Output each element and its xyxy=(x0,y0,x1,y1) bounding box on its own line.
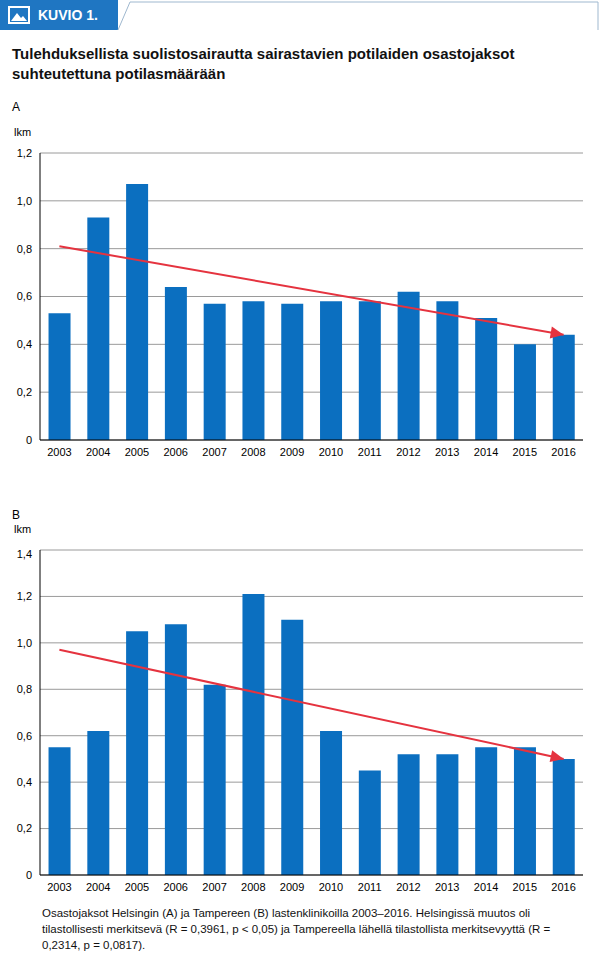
html-text:Osastojaksot Helsingin (A) ja: Osastojaksot Helsingin (A) ja Tampereen … xyxy=(42,907,551,951)
svg-text:1,4: 1,4 xyxy=(17,548,32,560)
svg-text:2003: 2003 xyxy=(47,446,71,458)
svg-text:2008: 2008 xyxy=(241,446,265,458)
svg-text:2009: 2009 xyxy=(280,881,304,893)
svg-text:0,4: 0,4 xyxy=(17,776,32,788)
svg-text:2006: 2006 xyxy=(164,446,188,458)
svg-text:0: 0 xyxy=(26,869,32,881)
svg-text:1,2: 1,2 xyxy=(17,147,32,159)
html-text:lkm: lkm xyxy=(14,126,32,138)
svg-text:1,0: 1,0 xyxy=(17,195,32,207)
svg-text:0,4: 0,4 xyxy=(17,338,32,350)
svg-text:2007: 2007 xyxy=(202,446,226,458)
svg-text:1,0: 1,0 xyxy=(17,637,32,649)
svg-text:0,6: 0,6 xyxy=(17,290,32,302)
svg-text:2010: 2010 xyxy=(319,446,343,458)
svg-text:2005: 2005 xyxy=(125,881,149,893)
svg-text:2014: 2014 xyxy=(474,446,498,458)
svg-text:2004: 2004 xyxy=(86,881,110,893)
svg-text:2015: 2015 xyxy=(513,881,537,893)
svg-text:2004: 2004 xyxy=(86,446,110,458)
html-text:A: A xyxy=(12,100,20,114)
html-text:KUVIO 1.: KUVIO 1. xyxy=(38,7,98,23)
svg-text:2009: 2009 xyxy=(280,446,304,458)
svg-text:2012: 2012 xyxy=(396,446,420,458)
svg-text:2015: 2015 xyxy=(513,446,537,458)
svg-text:2013: 2013 xyxy=(435,881,459,893)
svg-text:2007: 2007 xyxy=(202,881,226,893)
svg-text:2011: 2011 xyxy=(358,446,382,458)
svg-text:0,6: 0,6 xyxy=(17,730,32,742)
svg-text:2003: 2003 xyxy=(47,881,71,893)
svg-text:2006: 2006 xyxy=(164,881,188,893)
svg-text:2005: 2005 xyxy=(125,446,149,458)
svg-text:1,2: 1,2 xyxy=(17,590,32,602)
svg-text:2011: 2011 xyxy=(358,881,382,893)
svg-text:2016: 2016 xyxy=(551,881,575,893)
svg-text:0,8: 0,8 xyxy=(17,683,32,695)
svg-text:2014: 2014 xyxy=(474,881,498,893)
svg-text:0: 0 xyxy=(26,434,32,446)
svg-text:0,2: 0,2 xyxy=(17,386,32,398)
svg-text:0,2: 0,2 xyxy=(17,822,32,834)
svg-text:2008: 2008 xyxy=(241,881,265,893)
svg-text:0,8: 0,8 xyxy=(17,243,32,255)
svg-text:2010: 2010 xyxy=(319,881,343,893)
html-text:B: B xyxy=(12,508,20,522)
svg-text:2013: 2013 xyxy=(435,446,459,458)
html-text:Tulehduksellista suolistosaira: Tulehduksellista suolistosairautta saira… xyxy=(12,45,515,82)
svg-text:2012: 2012 xyxy=(396,881,420,893)
svg-text:2016: 2016 xyxy=(551,446,575,458)
html-text:lkm: lkm xyxy=(14,523,32,535)
